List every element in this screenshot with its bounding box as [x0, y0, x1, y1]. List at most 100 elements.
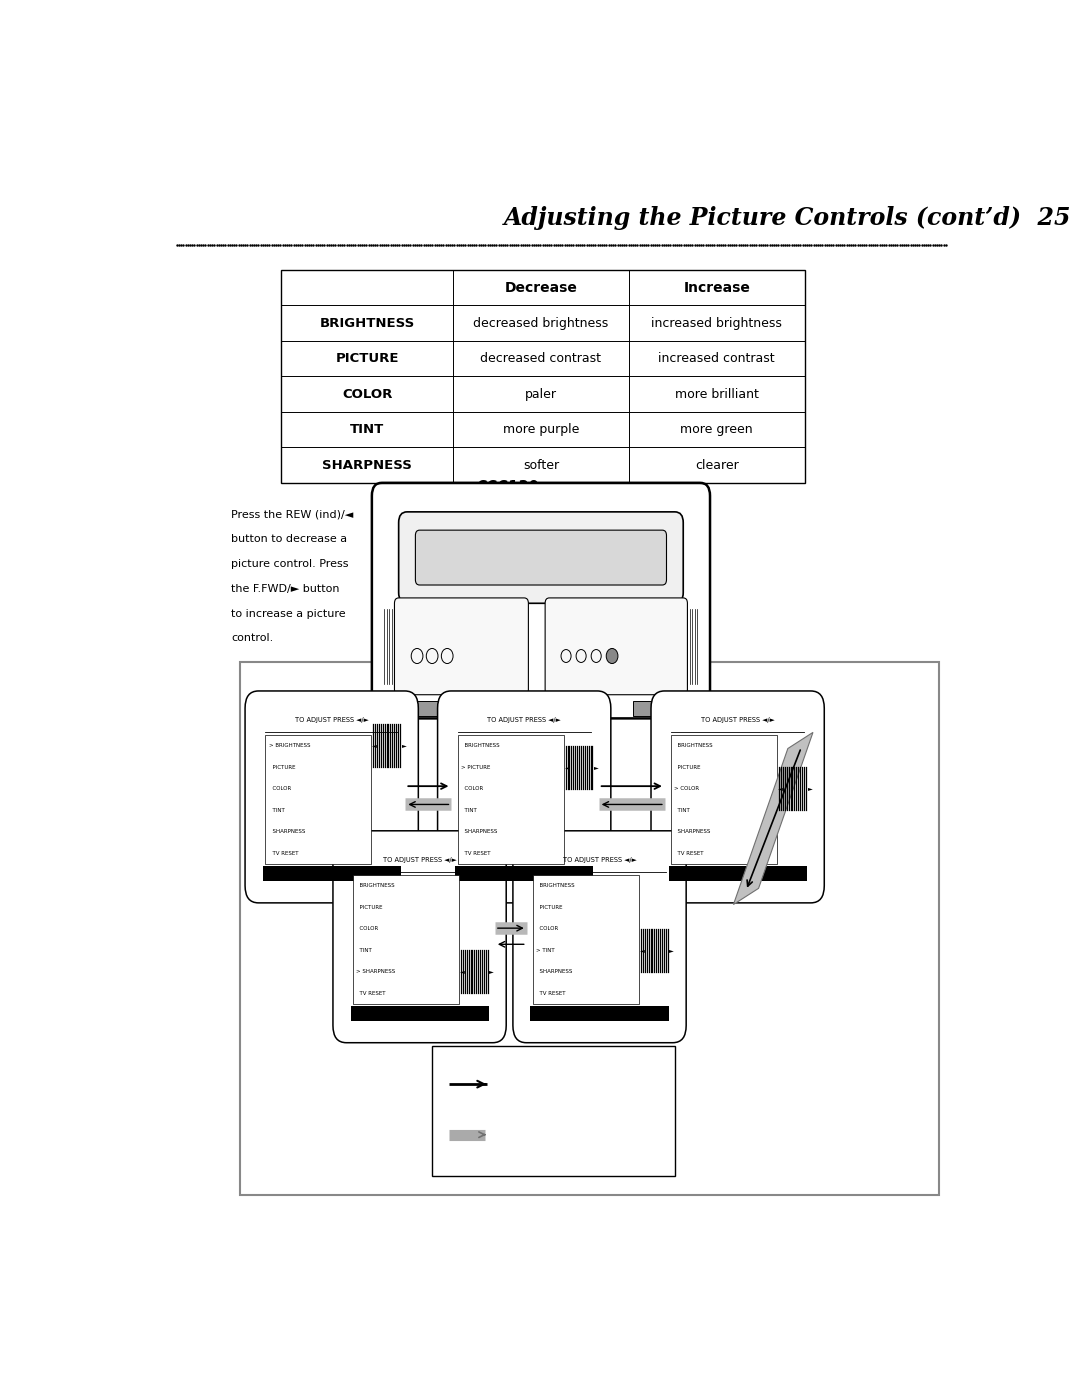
Polygon shape [733, 732, 813, 904]
Circle shape [606, 648, 618, 664]
Bar [671, 735, 778, 865]
Text: COLOR: COLOR [342, 387, 392, 401]
Text: decreased brightness: decreased brightness [473, 317, 608, 330]
Text: TO ADJUST PRESS ◄/►: TO ADJUST PRESS ◄/► [701, 717, 774, 724]
Text: BRIGHTNESS: BRIGHTNESS [537, 883, 575, 888]
Text: CHANNEL  VOLUME  POWER: CHANNEL VOLUME POWER [554, 617, 608, 622]
Text: PICTURE: PICTURE [336, 352, 399, 365]
Text: COLOR: COLOR [537, 926, 558, 932]
Text: Press the PLAY/▲: Press the PLAY/▲ [503, 1125, 616, 1139]
Text: PICTURE: PICTURE [356, 905, 383, 909]
Text: PICTURE: PICTURE [674, 764, 701, 770]
Bar [455, 866, 593, 882]
Text: control.: control. [231, 633, 273, 644]
Text: button: button [503, 1099, 548, 1112]
Text: TV RESET: TV RESET [537, 990, 566, 996]
Text: decreased contrast: decreased contrast [481, 352, 602, 365]
Bar [351, 1006, 488, 1021]
Bar [669, 866, 807, 882]
Bar [282, 270, 805, 483]
Text: TO ADJUST PRESS ◄/►: TO ADJUST PRESS ◄/► [295, 717, 368, 724]
FancyBboxPatch shape [545, 598, 688, 694]
Text: TINT: TINT [461, 807, 476, 813]
Text: more brilliant: more brilliant [675, 387, 758, 401]
Text: ►: ► [489, 970, 495, 974]
Text: COLOR: COLOR [269, 787, 291, 791]
Text: AUDIO/VIDEO   INT/EXT   ANT: AUDIO/VIDEO INT/EXT ANT [403, 617, 460, 622]
FancyBboxPatch shape [651, 692, 824, 902]
Text: TINT: TINT [356, 947, 373, 953]
Text: softer: softer [523, 458, 559, 472]
Text: to increase a picture: to increase a picture [231, 609, 346, 619]
Bar [530, 1006, 669, 1021]
FancyBboxPatch shape [513, 831, 686, 1042]
Text: TV RESET: TV RESET [674, 851, 704, 856]
Text: > COLOR: > COLOR [674, 787, 700, 791]
Text: Press the REW (ind)/◄: Press the REW (ind)/◄ [231, 510, 353, 520]
Text: button to decrease a: button to decrease a [231, 535, 348, 545]
FancyBboxPatch shape [399, 511, 684, 604]
Polygon shape [483, 703, 588, 877]
Text: ◄: ◄ [373, 743, 377, 749]
Bar [262, 866, 401, 882]
Text: Adjusting the Picture Controls (cont’d)  25: Adjusting the Picture Controls (cont’d) … [504, 207, 1071, 231]
Text: COLOR: COLOR [461, 787, 483, 791]
Text: TV RESET: TV RESET [461, 851, 490, 856]
Text: SHARPNESS: SHARPNESS [674, 830, 711, 834]
Text: SHARPNESS: SHARPNESS [269, 830, 305, 834]
Text: TV RESET: TV RESET [356, 990, 386, 996]
FancyBboxPatch shape [372, 483, 710, 718]
Text: COLOR: COLOR [356, 926, 379, 932]
Text: TINT: TINT [350, 423, 384, 436]
Bar [266, 735, 372, 865]
Text: increased contrast: increased contrast [659, 352, 775, 365]
Text: > BRIGHTNESS: > BRIGHTNESS [269, 743, 310, 749]
FancyBboxPatch shape [333, 831, 507, 1042]
FancyBboxPatch shape [416, 529, 666, 585]
Text: > SHARPNESS: > SHARPNESS [356, 970, 395, 974]
FancyBboxPatch shape [437, 692, 611, 902]
Text: more purple: more purple [503, 423, 579, 436]
Text: picture control. Press: picture control. Press [231, 559, 349, 569]
Text: ◄: ◄ [565, 764, 569, 770]
Text: > TINT: > TINT [537, 947, 555, 953]
Text: TINT: TINT [269, 807, 284, 813]
Text: ►: ► [402, 743, 406, 749]
Text: TO ADJUST PRESS ◄/►: TO ADJUST PRESS ◄/► [382, 856, 457, 863]
Text: Decrease: Decrease [504, 281, 578, 295]
FancyBboxPatch shape [245, 692, 418, 902]
Text: CCC130: CCC130 [476, 479, 539, 495]
Text: clearer: clearer [694, 458, 739, 472]
Text: more green: more green [680, 423, 753, 436]
Text: ◄: ◄ [640, 947, 645, 953]
Text: TINT: TINT [674, 807, 690, 813]
Text: Increase: Increase [684, 281, 751, 295]
Text: ►: ► [670, 947, 674, 953]
Bar [240, 662, 939, 1194]
Text: TO ADJUST PRESS ◄/►: TO ADJUST PRESS ◄/► [563, 856, 636, 863]
Text: paler: paler [525, 387, 557, 401]
Text: button: button [503, 1150, 548, 1162]
Text: ◄: ◄ [779, 787, 783, 791]
Text: BRIGHTNESS: BRIGHTNESS [674, 743, 713, 749]
Text: BRIGHTNESS: BRIGHTNESS [461, 743, 500, 749]
Text: Press the STOP/▼: Press the STOP/▼ [503, 1074, 619, 1087]
Text: EARPHONE: EARPHONE [403, 631, 424, 636]
Text: SHARPNESS: SHARPNESS [461, 830, 498, 834]
Text: PICTURE: PICTURE [269, 764, 295, 770]
Text: ►: ► [594, 764, 598, 770]
Bar [534, 875, 639, 1004]
Bar [633, 701, 671, 717]
Bar [353, 875, 459, 1004]
Text: ►: ► [808, 787, 812, 791]
Bar [416, 701, 454, 717]
Text: TO ADJUST PRESS ◄/►: TO ADJUST PRESS ◄/► [487, 717, 562, 724]
Text: PICTURE: PICTURE [537, 905, 563, 909]
Text: the F.FWD/► button: the F.FWD/► button [231, 584, 340, 594]
Text: ◄: ◄ [460, 970, 464, 974]
Text: SHARPNESS: SHARPNESS [322, 458, 413, 472]
Text: > PICTURE: > PICTURE [461, 764, 490, 770]
Text: BRIGHTNESS: BRIGHTNESS [356, 883, 395, 888]
Text: TV RESET: TV RESET [269, 851, 298, 856]
FancyBboxPatch shape [394, 598, 528, 694]
